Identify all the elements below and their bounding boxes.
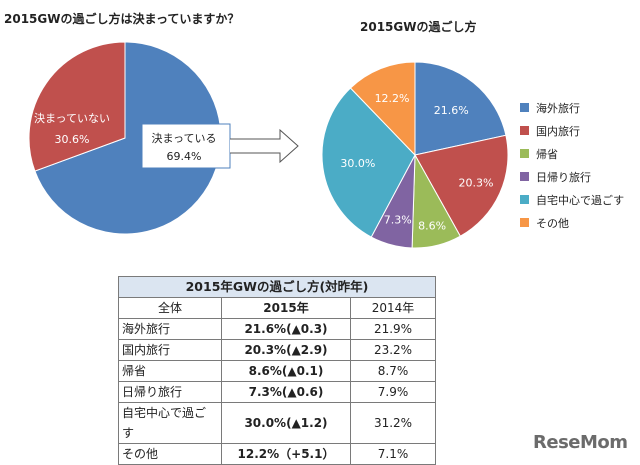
arrow-icon [230, 128, 299, 164]
legend-item: 国内旅行 [520, 119, 624, 142]
row-value-2015: 7.3%(▲0.6) [221, 381, 351, 403]
legend-swatch [520, 195, 529, 204]
pie-slice-0 [34, 41, 222, 235]
resemom-logo: ReseMom [533, 432, 628, 453]
slice-value-decided: 69.4% [167, 150, 202, 163]
legend-label: 日帰り旅行 [536, 170, 591, 184]
slice-value-5: 12.2% [375, 92, 410, 105]
legend-label: 海外旅行 [536, 101, 580, 115]
right-chart-title: 2015GWの過ごし方 [360, 20, 477, 34]
legend-swatch [520, 149, 529, 158]
slice-value-3: 7.3% [384, 214, 412, 227]
left-pie-chart [28, 41, 222, 235]
legend-label: その他 [536, 216, 569, 230]
summary-table: 2015年GWの過ごし方(対昨年) 全体 2015年 2014年 海外旅行 21… [118, 276, 436, 465]
table-row: その他 12.2%（+5.1） 7.1% [118, 443, 436, 465]
row-category: 海外旅行 [118, 318, 222, 340]
slice-value-4: 30.0% [340, 157, 375, 170]
legend-swatch [520, 103, 529, 112]
row-category: 日帰り旅行 [118, 381, 222, 403]
pie-slice-5 [349, 61, 416, 157]
right-pie-labels: 21.6% 20.3% 8.6% 7.3% 30.0% 12.2% [340, 92, 493, 232]
legend-label: 自宅中心で過ごす [536, 193, 625, 207]
legend-label: 帰省 [536, 147, 558, 161]
legend-item: 日帰り旅行 [520, 165, 624, 188]
header-2015: 2015年 [221, 297, 351, 319]
right-pie-chart [321, 61, 509, 249]
slice-value-undecided: 30.6% [55, 133, 90, 146]
table-row: 帰省 8.6%(▲0.1) 8.7% [118, 360, 436, 382]
row-value-2014: 23.2% [350, 339, 436, 361]
header-2014: 2014年 [350, 297, 436, 319]
legend-item: その他 [520, 211, 624, 234]
table-row: 自宅中心で過ごす 30.0%(▲1.2) 31.2% [118, 402, 436, 444]
row-value-2015: 8.6%(▲0.1) [221, 360, 351, 382]
left-chart-title: 2015GWの過ごし方は決まっていますか？ [4, 12, 240, 26]
pie-slice-1 [28, 41, 126, 172]
slice-label-undecided: 決まっていない [34, 112, 110, 125]
row-value-2014: 7.9% [350, 381, 436, 403]
row-value-2014: 31.2% [350, 402, 436, 444]
row-category: その他 [118, 443, 222, 465]
pie-slice-1 [414, 134, 509, 237]
legend-swatch [520, 172, 529, 181]
slice-value-0: 21.6% [434, 104, 469, 117]
table-caption: 2015年GWの過ごし方(対昨年) [118, 276, 436, 298]
table-row: 国内旅行 20.3%(▲2.9) 23.2% [118, 339, 436, 361]
row-value-2014: 21.9% [350, 318, 436, 340]
legend-label: 国内旅行 [536, 124, 580, 138]
table-row: 日帰り旅行 7.3%(▲0.6) 7.9% [118, 381, 436, 403]
row-value-2015: 30.0%(▲1.2) [221, 402, 351, 444]
row-value-2014: 8.7% [350, 360, 436, 382]
slice-label-decided: 決まっている [151, 132, 216, 145]
table-row: 海外旅行 21.6%(▲0.3) 21.9% [118, 318, 436, 340]
legend-item: 海外旅行 [520, 96, 624, 119]
pie-slice-4 [321, 87, 416, 238]
row-value-2015: 12.2%（+5.1） [221, 443, 351, 465]
row-category: 帰省 [118, 360, 222, 382]
legend-item: 帰省 [520, 142, 624, 165]
row-value-2014: 7.1% [350, 443, 436, 465]
pie-slice-0 [414, 61, 507, 156]
row-value-2015: 20.3%(▲2.9) [221, 339, 351, 361]
row-value-2015: 21.6%(▲0.3) [221, 318, 351, 340]
legend-swatch [520, 126, 529, 135]
left-pie-labels: 決まっていない 30.6% 決まっている 69.4% [34, 112, 299, 169]
slice-value-2: 8.6% [418, 219, 446, 232]
slice-value-1: 20.3% [459, 177, 494, 190]
callout-box [141, 123, 231, 169]
legend-swatch [520, 218, 529, 227]
header-all: 全体 [118, 297, 222, 319]
row-category: 国内旅行 [118, 339, 222, 361]
right-chart-legend: 海外旅行国内旅行帰省日帰り旅行自宅中心で過ごす その他 [520, 96, 624, 234]
pie-charts: 決まっていない 30.6% 決まっている 69.4% 21.6% 20.3% 8.6% 7.… [28, 41, 509, 249]
legend-item: 自宅中心で過ごす [520, 188, 624, 211]
row-category: 自宅中心で過ごす [118, 402, 222, 444]
